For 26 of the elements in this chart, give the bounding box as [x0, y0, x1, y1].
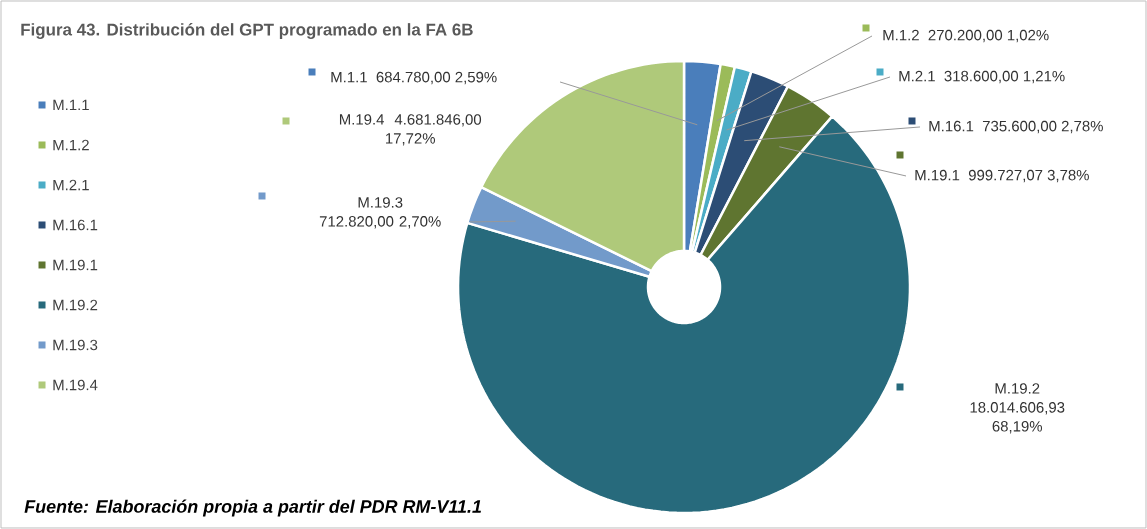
legend-label: M.1.1 [331, 71, 367, 83]
data-label: 684.780,00 2,59% [376, 71, 497, 85]
data-label: 4.681.846,00 17,72% [386, 114, 482, 146]
slice-label: M.19.1 [915, 169, 960, 181]
category-label: M.1.2 [53, 139, 89, 151]
text: Fuente: Elaboración propia a partir del PDR RM-V11.1 [24, 499, 481, 517]
legend-label: M.19.2 [53, 299, 98, 311]
data-label: 735.600,00 2,78% [982, 120, 1103, 134]
slice-label: M.19.2 [995, 383, 1040, 394]
slice-label: M.19.4 [339, 114, 385, 125]
slice-label: M.19.3 [358, 197, 403, 208]
data-label: 318.600,00 1,21% [944, 70, 1065, 84]
legend-label: M.19.1 [53, 259, 98, 271]
legend-label: M.2.1 [899, 70, 935, 82]
legend-label: M.16.1 [929, 120, 974, 132]
legend-label: M.19.3 [53, 339, 98, 351]
category-label: M.2.1 [53, 179, 89, 191]
data-label: 270.200,00 1,02% [928, 29, 1049, 43]
category-label: M.16.1 [53, 219, 98, 231]
data-label: 999.727,07 3,78% [968, 169, 1089, 183]
data-label: 712.820,00 2,70% [319, 216, 441, 229]
legend-label: M.19.4 [53, 379, 98, 391]
category-label: M.1.1 [53, 99, 89, 111]
legend-label: M.1.2 [883, 29, 919, 41]
data-label: 18.014.606,93 68,19% [970, 402, 1065, 434]
chart-title: Figura 43. Distribución del GPT programado en la FA 6B [21, 22, 473, 39]
